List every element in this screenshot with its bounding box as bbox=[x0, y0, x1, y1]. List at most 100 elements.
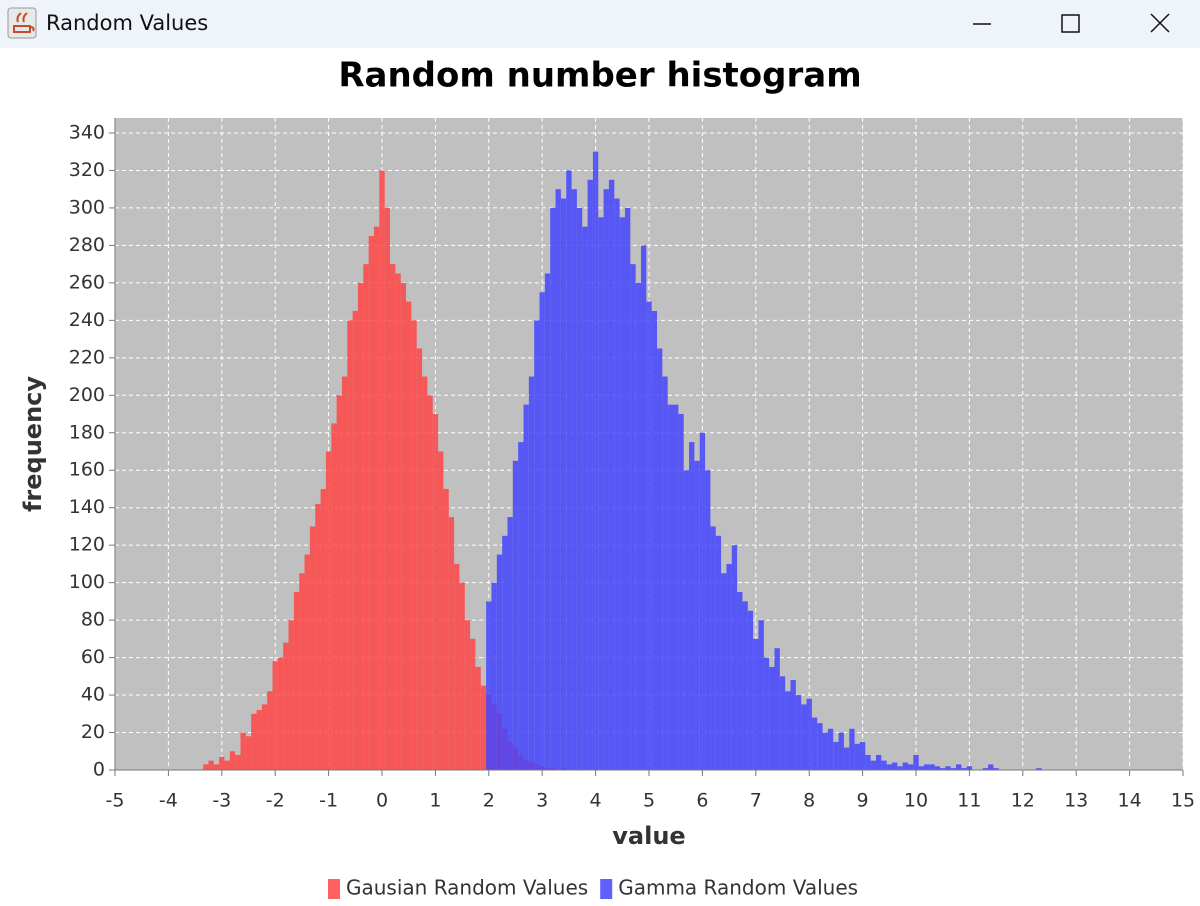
bar bbox=[811, 717, 818, 770]
bar bbox=[208, 760, 214, 770]
bar bbox=[918, 766, 925, 770]
bar bbox=[352, 310, 358, 770]
bar bbox=[272, 661, 278, 770]
y-tick-label: 140 bbox=[69, 496, 105, 518]
bar bbox=[934, 766, 941, 770]
bar bbox=[454, 563, 460, 770]
bar bbox=[390, 264, 396, 770]
bar bbox=[491, 582, 497, 770]
bar bbox=[859, 741, 866, 770]
bar bbox=[571, 189, 577, 770]
x-tick-label: 1 bbox=[429, 790, 441, 812]
x-tick-label: -5 bbox=[106, 790, 125, 812]
chart-title: Random number histogram bbox=[338, 56, 861, 96]
bar bbox=[705, 470, 711, 770]
bar bbox=[304, 554, 310, 770]
bar bbox=[662, 376, 668, 770]
bar bbox=[603, 189, 609, 770]
bar bbox=[608, 179, 615, 771]
legend: Gausian Random Values Gamma Random Values bbox=[328, 876, 858, 900]
legend-label: Gausian Random Values bbox=[346, 876, 588, 900]
bar bbox=[347, 320, 353, 770]
bar bbox=[277, 657, 284, 770]
bar bbox=[721, 573, 727, 770]
y-tick-label: 200 bbox=[69, 384, 105, 406]
window-title: Random Values bbox=[46, 11, 208, 35]
y-tick-label: 260 bbox=[69, 271, 105, 293]
bar bbox=[384, 207, 391, 770]
close-button[interactable] bbox=[1150, 13, 1170, 33]
bar bbox=[363, 264, 369, 770]
bar bbox=[822, 732, 828, 770]
y-axis-label: frequency bbox=[19, 376, 47, 512]
maximize-button[interactable] bbox=[1061, 14, 1080, 33]
bar bbox=[496, 554, 503, 770]
bar bbox=[817, 723, 823, 770]
y-tick-label: 40 bbox=[81, 684, 105, 706]
bar bbox=[774, 648, 780, 770]
x-tick-label: 8 bbox=[803, 790, 815, 812]
title-bar bbox=[0, 0, 1200, 48]
bar bbox=[213, 764, 220, 770]
bar bbox=[988, 764, 994, 770]
bar bbox=[373, 226, 380, 770]
bar bbox=[288, 620, 294, 770]
bar bbox=[640, 245, 647, 771]
y-tick-label: 320 bbox=[69, 159, 105, 181]
legend-label: Gamma Random Values bbox=[618, 876, 858, 900]
bar bbox=[325, 451, 332, 770]
x-tick-label: 13 bbox=[1064, 790, 1088, 812]
bar bbox=[309, 526, 316, 770]
x-tick-label: 4 bbox=[590, 790, 602, 812]
bar bbox=[432, 414, 439, 770]
bar bbox=[528, 376, 535, 770]
x-tick-label: -3 bbox=[212, 790, 231, 812]
bar bbox=[849, 728, 855, 770]
bar bbox=[235, 755, 241, 770]
y-tick-label: 160 bbox=[69, 459, 105, 481]
bar bbox=[416, 348, 423, 770]
bar bbox=[779, 676, 786, 770]
bar bbox=[357, 282, 364, 770]
bar bbox=[261, 704, 268, 770]
app-icon bbox=[7, 7, 37, 39]
bar bbox=[678, 414, 684, 770]
bar bbox=[833, 741, 839, 770]
bar bbox=[956, 764, 962, 770]
x-tick-label: 7 bbox=[750, 790, 762, 812]
bar bbox=[753, 638, 759, 770]
bar bbox=[245, 736, 252, 770]
bar bbox=[203, 764, 209, 770]
bar bbox=[240, 732, 246, 770]
bar bbox=[875, 755, 882, 770]
bar bbox=[673, 404, 679, 770]
bar bbox=[582, 226, 588, 770]
bar bbox=[795, 695, 802, 770]
bar bbox=[694, 460, 700, 770]
y-tick-label: 240 bbox=[69, 309, 105, 331]
bar bbox=[966, 766, 973, 770]
y-tick-label: 80 bbox=[81, 609, 105, 631]
x-tick-label: 11 bbox=[957, 790, 981, 812]
bar bbox=[699, 432, 706, 770]
bar bbox=[961, 768, 967, 770]
bar bbox=[924, 764, 930, 770]
y-tick-label: 100 bbox=[69, 571, 105, 593]
bar bbox=[560, 198, 567, 770]
y-tick-label: 60 bbox=[81, 646, 105, 668]
bar bbox=[1036, 768, 1042, 770]
bar bbox=[758, 620, 764, 770]
y-tick-label: 220 bbox=[69, 346, 105, 368]
bar bbox=[555, 189, 561, 770]
bar bbox=[587, 179, 593, 771]
bar bbox=[576, 207, 583, 770]
x-axis-label: value bbox=[612, 822, 685, 850]
y-tick-label: 300 bbox=[69, 196, 105, 218]
bar bbox=[523, 404, 529, 770]
bar bbox=[838, 732, 844, 770]
x-tick-label: 12 bbox=[1011, 790, 1035, 812]
bar bbox=[689, 442, 695, 770]
bar bbox=[902, 762, 908, 770]
